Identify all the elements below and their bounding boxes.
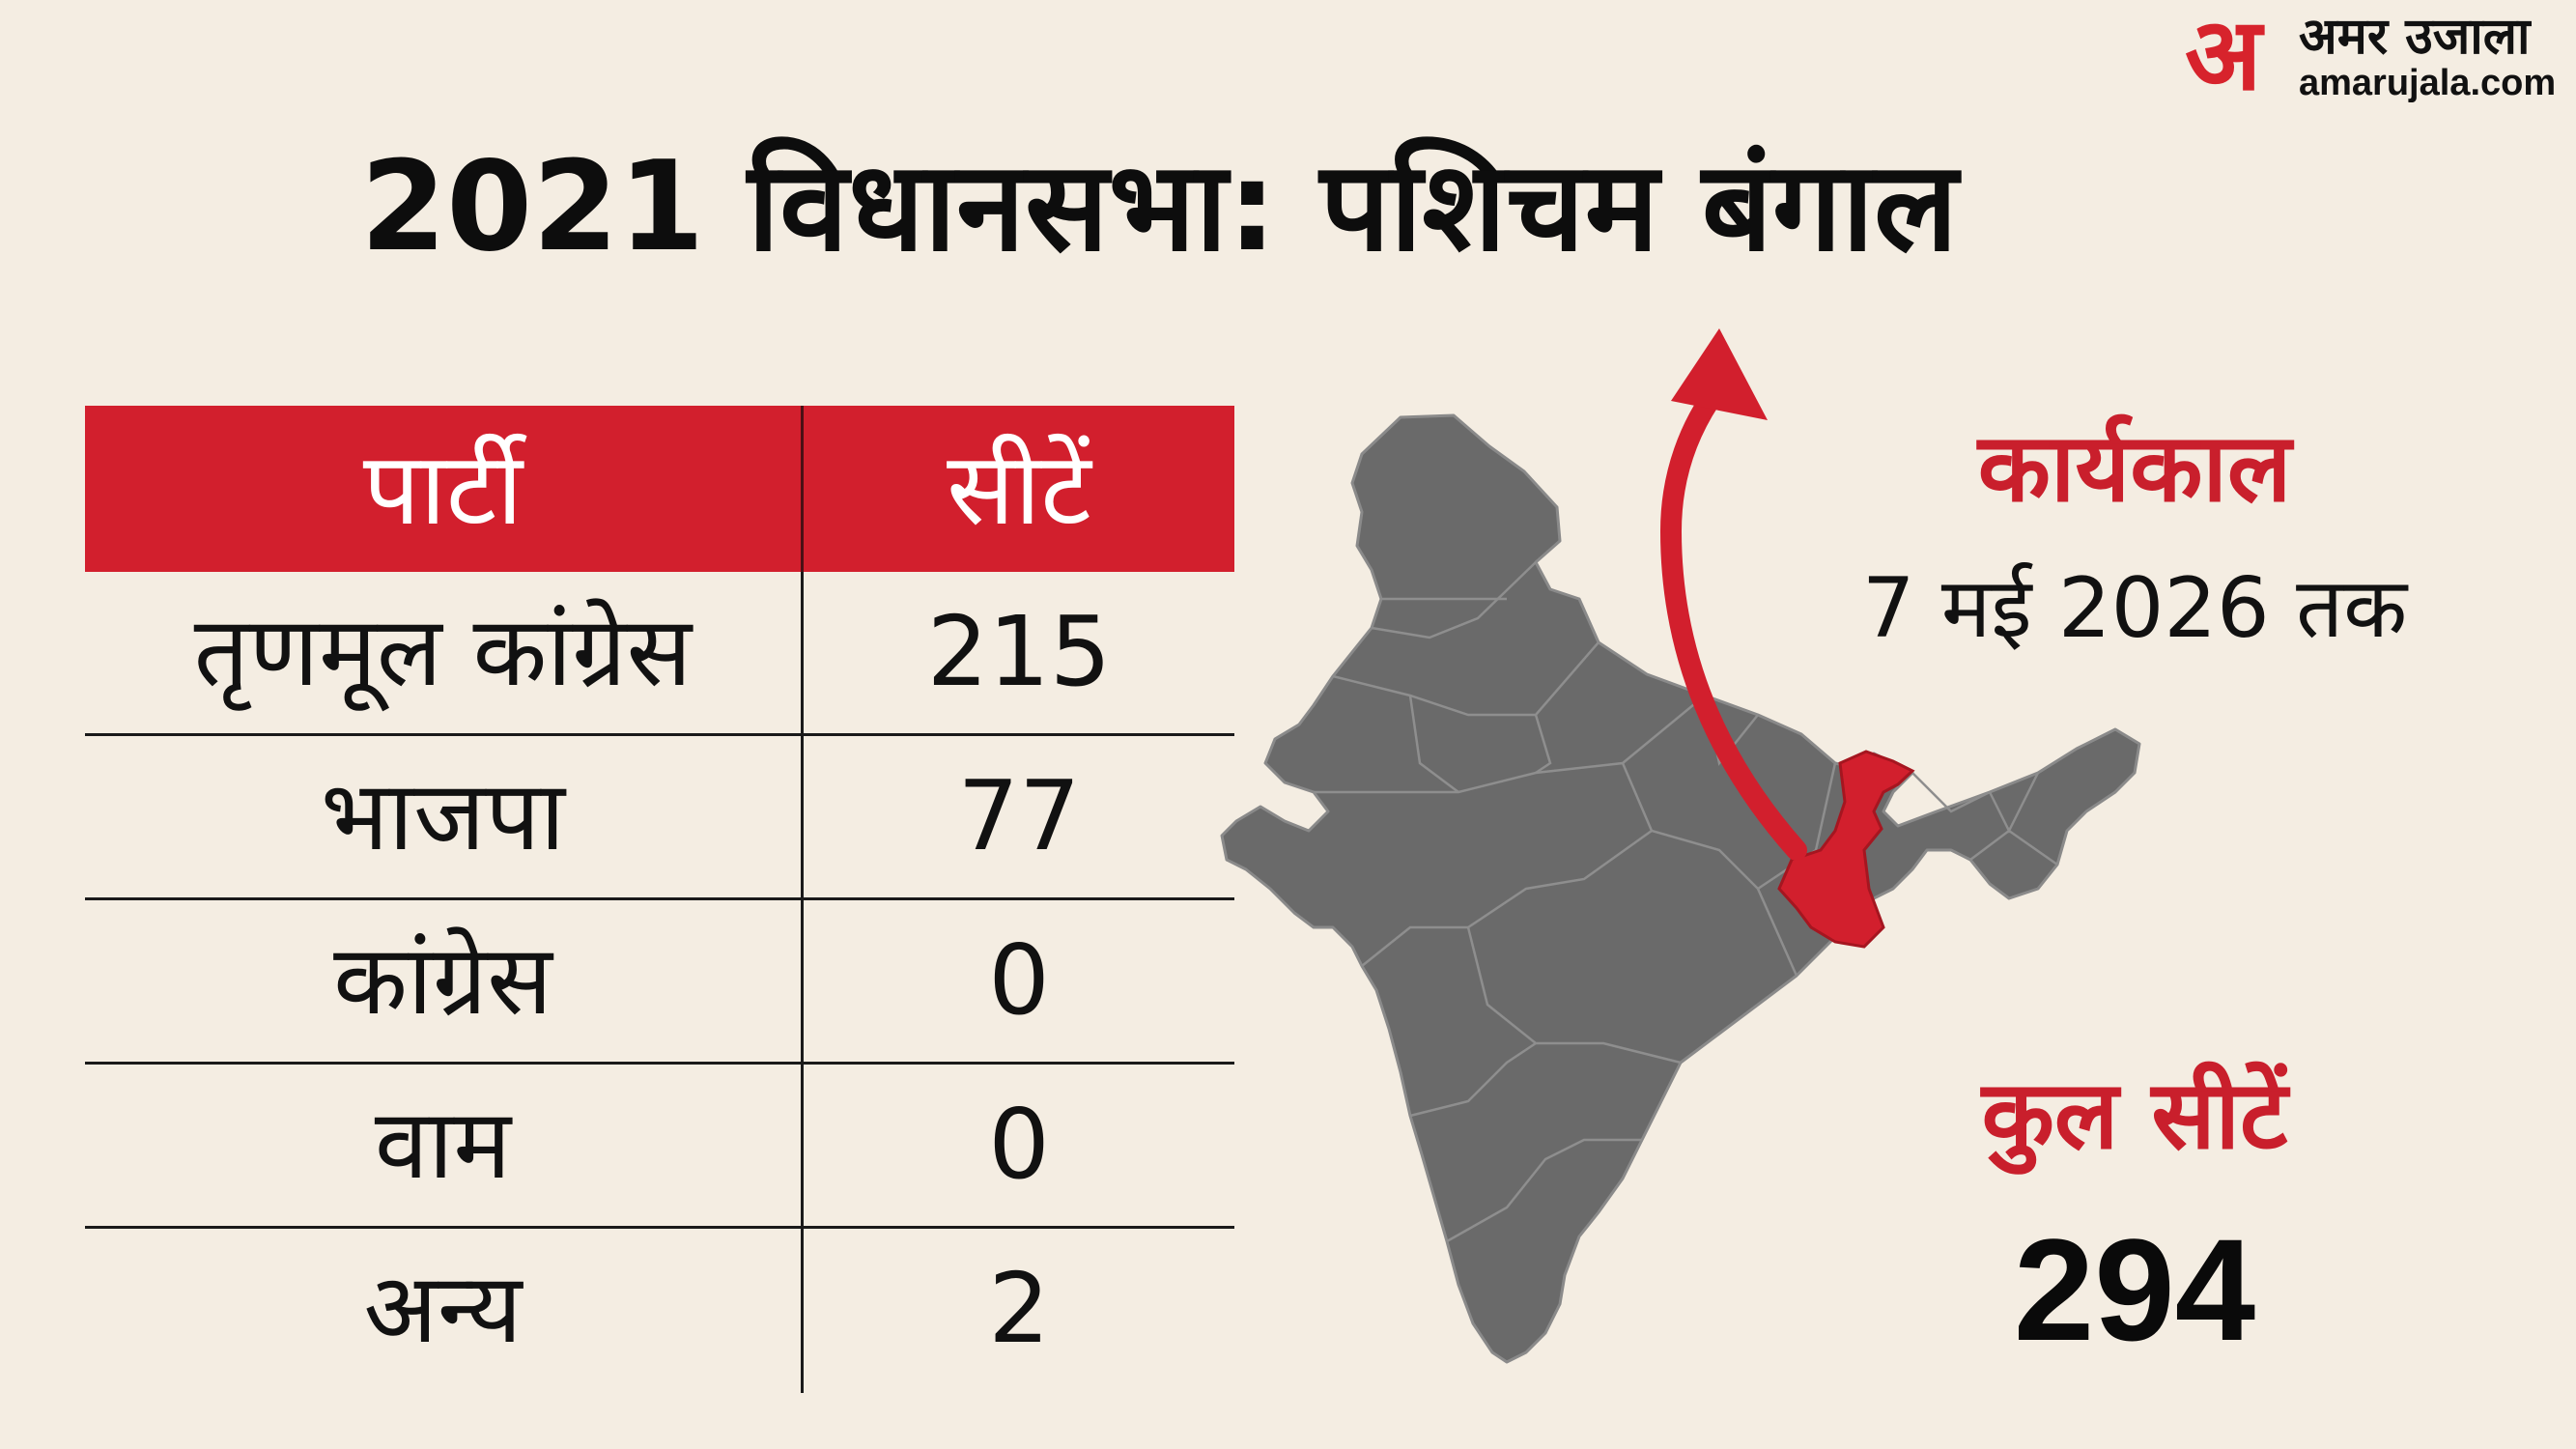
tenure-label: कार्यकाल — [1977, 413, 2292, 524]
header-party: पार्टी — [85, 406, 804, 572]
tenure-value: 7 मई 2026 तक — [1861, 560, 2408, 657]
party-name: भाजपा — [85, 736, 804, 897]
brand-mark-icon: अ — [2185, 0, 2262, 113]
arrow-head — [1671, 328, 1768, 420]
india-map — [1220, 328, 2141, 1364]
party-seats: 0 — [988, 1088, 1050, 1201]
table-row: कांग्रेस 0 — [85, 900, 1234, 1065]
party-name: तृणमूल कांग्रेस — [85, 572, 804, 733]
party-seats: 77 — [957, 759, 1081, 872]
table-row: तृणमूल कांग्रेस 215 — [85, 572, 1234, 736]
party-seats: 0 — [988, 923, 1050, 1037]
table-header: पार्टी सीटें — [85, 406, 1234, 572]
page-title: 2021 विधानसभा: पशिचम बंगाल — [360, 135, 1958, 279]
table-row: अन्य 2 — [85, 1229, 1234, 1393]
west-bengal-region — [1777, 750, 1915, 949]
party-name: अन्य — [85, 1229, 804, 1393]
table-row: वाम 0 — [85, 1065, 1234, 1229]
party-name: वाम — [85, 1065, 804, 1226]
party-seats: 2 — [988, 1252, 1050, 1365]
header-seats: सीटें — [947, 430, 1091, 548]
total-seats-label: कुल सीटें — [1981, 1061, 2288, 1171]
brand-url: amarujala.com — [2299, 63, 2557, 103]
total-seats-value: 294 — [2013, 1208, 2256, 1371]
party-seats: 215 — [926, 595, 1112, 708]
results-table: पार्टी सीटें तृणमूल कांग्रेस 215 भाजपा 7… — [85, 406, 1234, 1393]
brand-name: अमर उजाला — [2299, 8, 2531, 66]
arrow-up-icon — [1659, 376, 1807, 861]
brand-logo[interactable]: अ अमर उजाला amarujala.com — [2185, 4, 2571, 110]
table-row: भाजपा 77 — [85, 736, 1234, 900]
state-borders — [1314, 561, 2058, 1243]
party-name: कांग्रेस — [85, 900, 804, 1062]
